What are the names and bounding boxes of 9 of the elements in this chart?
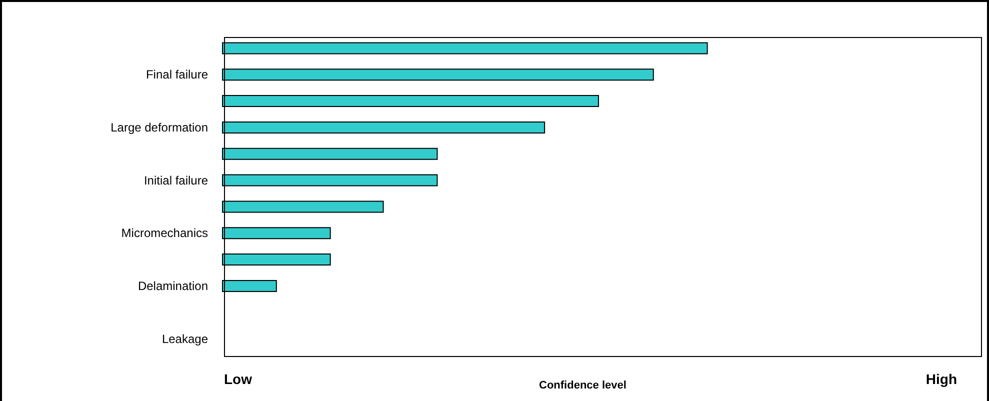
text: Low [224, 371, 252, 387]
y-tick-label: Large deformation [110, 120, 208, 134]
y-tick-label: Initial failure [144, 173, 208, 188]
x-axis-title: Confidence level [539, 380, 626, 392]
y-tick-label: Final failure [146, 68, 208, 82]
text: High [926, 371, 958, 387]
y-tick-label: Micromechanics [121, 226, 208, 240]
y-tick-label: Delamination [138, 278, 208, 293]
y-tick-label: Leakage [162, 332, 208, 346]
